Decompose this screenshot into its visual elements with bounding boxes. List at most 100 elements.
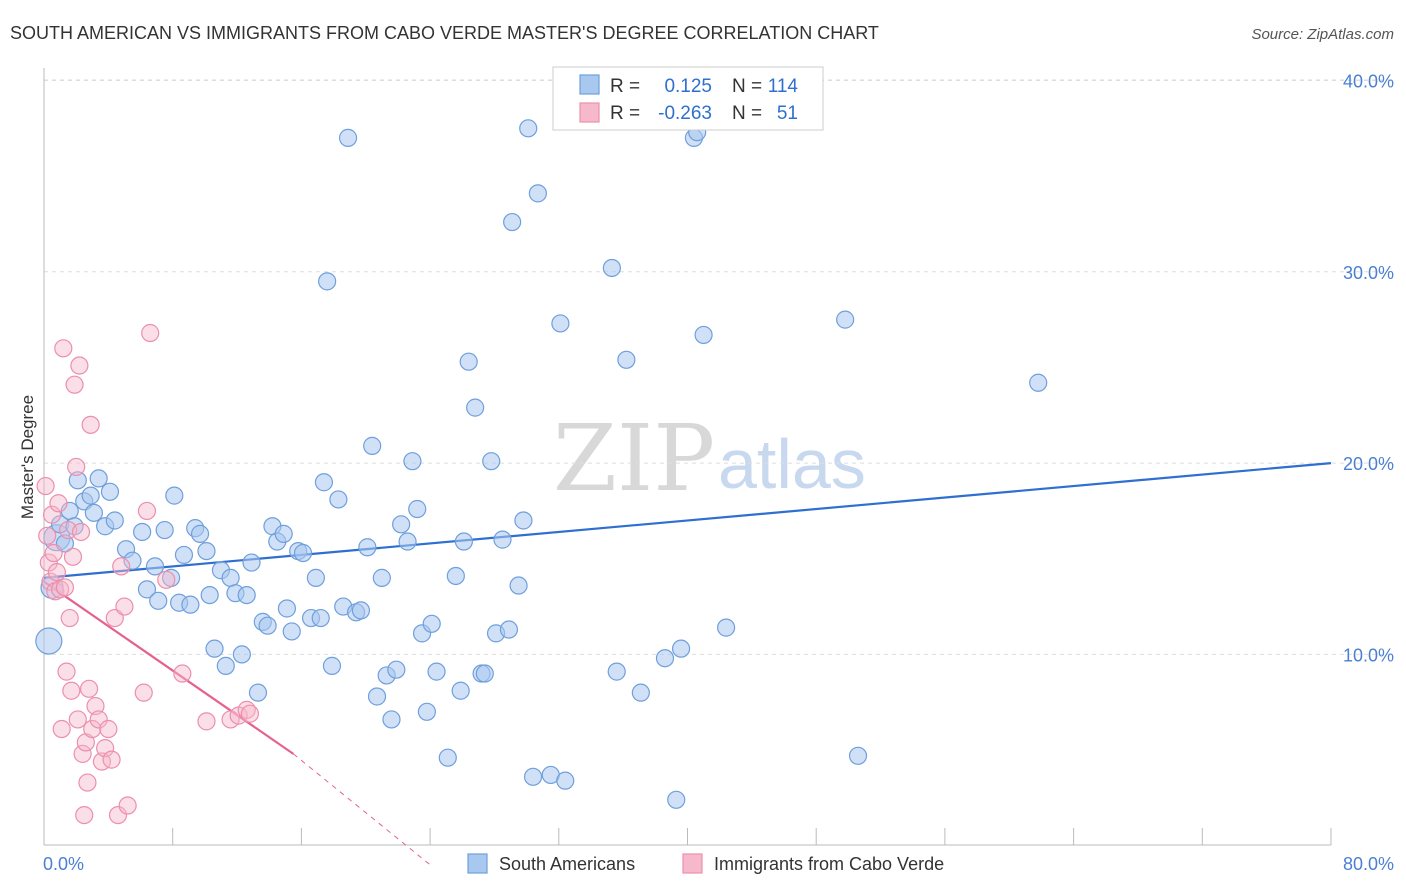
trend-line-cabo-verde xyxy=(43,580,294,755)
point-south-americans xyxy=(503,212,522,232)
point-south-americans xyxy=(528,184,547,203)
legend-n-label: N = xyxy=(732,103,762,124)
point-cabo-verde xyxy=(47,563,66,582)
point-south-americans xyxy=(607,662,626,681)
point-south-americans xyxy=(293,543,313,563)
point-cabo-verde xyxy=(68,710,87,729)
point-cabo-verde xyxy=(78,773,97,792)
point-cabo-verde xyxy=(240,704,260,723)
point-cabo-verde xyxy=(134,683,153,702)
point-south-americans xyxy=(848,746,868,765)
point-south-americans xyxy=(519,119,538,138)
point-south-americans xyxy=(318,272,337,291)
point-south-americans xyxy=(282,622,301,641)
point-south-americans xyxy=(387,660,406,679)
point-south-americans xyxy=(242,553,261,572)
point-south-americans xyxy=(248,683,268,702)
point-south-americans xyxy=(89,469,108,488)
point-south-americans xyxy=(277,599,297,618)
point-cabo-verde xyxy=(79,679,99,698)
point-south-americans xyxy=(475,664,494,683)
x-tick-label: 80.0% xyxy=(1343,854,1394,874)
point-south-americans xyxy=(427,662,446,681)
point-cabo-verde xyxy=(115,597,134,616)
legend-r-value: -0.263 xyxy=(658,103,712,124)
point-south-americans xyxy=(232,645,251,664)
point-south-americans xyxy=(398,532,417,551)
point-cabo-verde xyxy=(54,339,73,358)
point-south-americans xyxy=(133,522,152,542)
tick-labels: 10.0% 20.0% 30.0% 40.0% 0.0% 80.0% xyxy=(43,72,1394,875)
legend-n-value: 114 xyxy=(768,76,799,97)
chart-title: SOUTH AMERICAN VS IMMIGRANTS FROM CABO V… xyxy=(10,23,879,43)
point-south-americans xyxy=(155,520,174,540)
point-cabo-verde xyxy=(67,457,86,477)
point-cabo-verde xyxy=(63,547,83,566)
point-south-americans xyxy=(459,352,478,371)
y-tick-label: 20.0% xyxy=(1343,454,1394,474)
point-cabo-verde xyxy=(102,750,121,769)
legend-r-label: R = xyxy=(610,103,640,124)
point-south-americans xyxy=(717,618,736,637)
point-south-americans xyxy=(556,771,575,790)
bottom-legend-swatch-cabo-verde xyxy=(682,853,703,874)
bottom-legend: South Americans Immigrants from Cabo Ver… xyxy=(467,853,944,874)
point-cabo-verde xyxy=(60,608,79,628)
bottom-legend-label-cabo-verde: Immigrants from Cabo Verde xyxy=(714,854,944,874)
point-cabo-verde xyxy=(57,662,76,681)
point-south-americans xyxy=(509,576,528,595)
point-south-americans xyxy=(351,601,371,620)
point-south-americans xyxy=(454,532,473,551)
point-south-americans xyxy=(123,551,142,570)
point-south-americans xyxy=(422,614,441,633)
point-south-americans xyxy=(466,398,485,417)
legend-swatch-cabo-verde xyxy=(579,102,600,123)
point-south-americans xyxy=(482,452,501,471)
bottom-legend-label-south-americans: South Americans xyxy=(499,854,635,874)
legend-n-label: N = xyxy=(732,76,762,97)
point-south-americans xyxy=(602,258,621,278)
point-cabo-verde xyxy=(73,744,92,763)
point-south-americans xyxy=(314,473,334,492)
point-south-americans xyxy=(408,499,427,519)
point-south-americans xyxy=(694,325,713,345)
y-tick-label: 30.0% xyxy=(1343,263,1394,283)
point-cabo-verde xyxy=(86,696,105,716)
point-south-americans xyxy=(514,511,533,530)
point-south-americans xyxy=(100,482,120,501)
point-south-americans xyxy=(392,515,411,534)
point-cabo-verde xyxy=(38,526,57,545)
legend-box: R = 0.125 N = 114 R = -0.263 N = 51 xyxy=(552,66,824,131)
point-cabo-verde xyxy=(81,415,100,434)
point-cabo-verde xyxy=(89,710,108,729)
point-south-americans xyxy=(617,350,636,369)
legend-n-value: 51 xyxy=(777,103,798,124)
point-south-americans xyxy=(306,568,325,587)
point-south-americans xyxy=(671,639,691,658)
point-south-americans xyxy=(417,702,436,721)
point-south-americans xyxy=(68,471,87,490)
point-south-americans xyxy=(145,557,165,576)
legend-r-value: 0.125 xyxy=(664,76,712,97)
point-cabo-verde xyxy=(44,543,63,563)
y-axis-label: Master's Degree xyxy=(18,395,37,519)
point-south-americans xyxy=(372,568,391,587)
data-points xyxy=(35,119,1048,825)
point-south-americans xyxy=(221,568,240,587)
point-south-americans xyxy=(493,530,512,549)
point-south-americans xyxy=(35,627,63,655)
point-south-americans xyxy=(631,683,650,702)
point-south-americans xyxy=(446,566,465,586)
point-south-americans xyxy=(197,541,216,561)
point-south-americans xyxy=(200,585,219,605)
legend-swatch-south-americans xyxy=(579,74,600,95)
point-cabo-verde xyxy=(96,739,115,758)
point-cabo-verde xyxy=(137,501,157,521)
trend-lines xyxy=(43,462,1332,866)
point-cabo-verde xyxy=(65,375,84,394)
point-south-americans xyxy=(363,436,382,455)
y-tick-label: 40.0% xyxy=(1343,72,1394,92)
point-cabo-verde xyxy=(36,476,55,496)
point-cabo-verde xyxy=(197,712,216,731)
point-cabo-verde xyxy=(52,719,71,739)
